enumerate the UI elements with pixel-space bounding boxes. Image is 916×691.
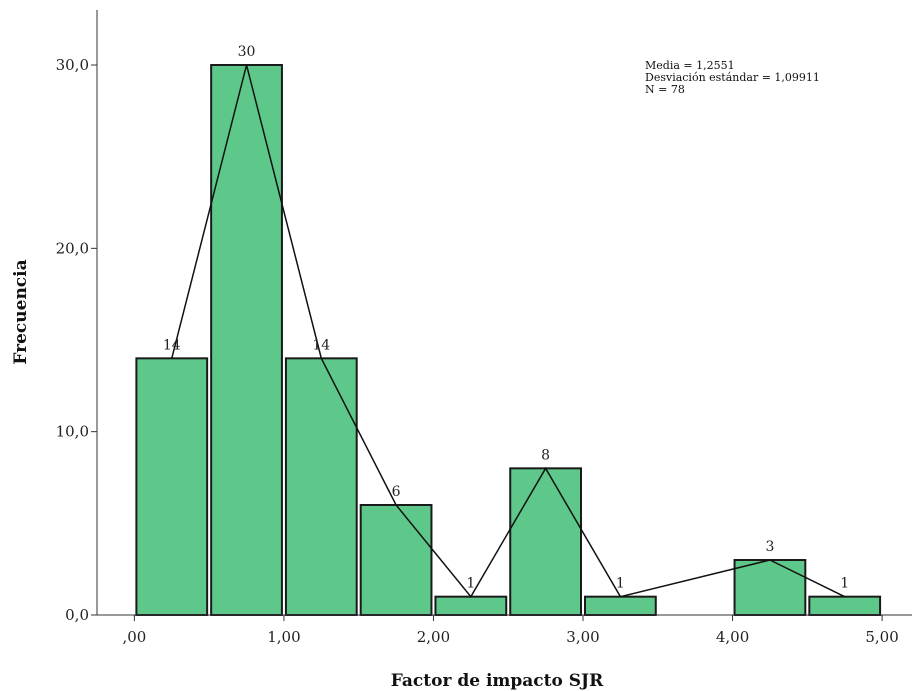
axes-layer: 0,0 10,0 20,0 30,0 ,00 1,00 2,00 3,00 4,00 5,00	[56, 10, 912, 646]
x-tick-label: 4,00	[716, 628, 749, 646]
bar-data-label: 1	[616, 576, 625, 592]
bar-data-label: 14	[312, 337, 330, 353]
y-tick-label: 0,0	[65, 606, 89, 624]
frequency-polygon-line	[171, 64, 846, 598]
bar-data-label: 6	[392, 484, 401, 500]
x-tick-label: 2,00	[417, 628, 450, 646]
y-axis-title: Frecuencia	[11, 259, 31, 364]
bar-data-label: 1	[840, 576, 849, 592]
stats-line: N = 78	[645, 83, 685, 96]
histogram-bar	[509, 467, 583, 617]
x-tick-label: 5,00	[865, 628, 898, 646]
bar-data-label: 3	[765, 539, 774, 555]
data-labels-layer: 14 30 14 6 1 8 1 3 1	[163, 44, 849, 592]
y-tick-label: 20,0	[56, 239, 89, 257]
histogram-bar	[210, 64, 283, 616]
x-axis-title: Factor de impacto SJR	[391, 671, 604, 691]
stats-line: Media = 1,2551	[645, 59, 735, 72]
y-tick-label: 30,0	[56, 56, 89, 74]
histogram-bar	[284, 357, 358, 616]
bar-data-label: 8	[541, 447, 550, 463]
histogram-bar	[359, 504, 433, 616]
histogram-bar	[584, 595, 657, 617]
histogram-bar	[434, 595, 508, 617]
x-tick-label: 3,00	[566, 628, 599, 646]
histogram-bar	[135, 357, 209, 616]
x-tick-label: ,00	[122, 628, 146, 646]
frequency-polygon-layer	[171, 64, 846, 598]
bar-data-label: 30	[238, 44, 256, 60]
bar-data-label: 1	[466, 576, 475, 592]
x-tick-label: 1,00	[267, 628, 300, 646]
histogram-bar	[733, 559, 807, 616]
bar-data-label: 14	[163, 337, 181, 353]
y-tick-label: 10,0	[56, 423, 89, 441]
stats-line: Desviación estándar = 1,09911	[645, 71, 820, 84]
histogram-bar	[808, 595, 882, 617]
